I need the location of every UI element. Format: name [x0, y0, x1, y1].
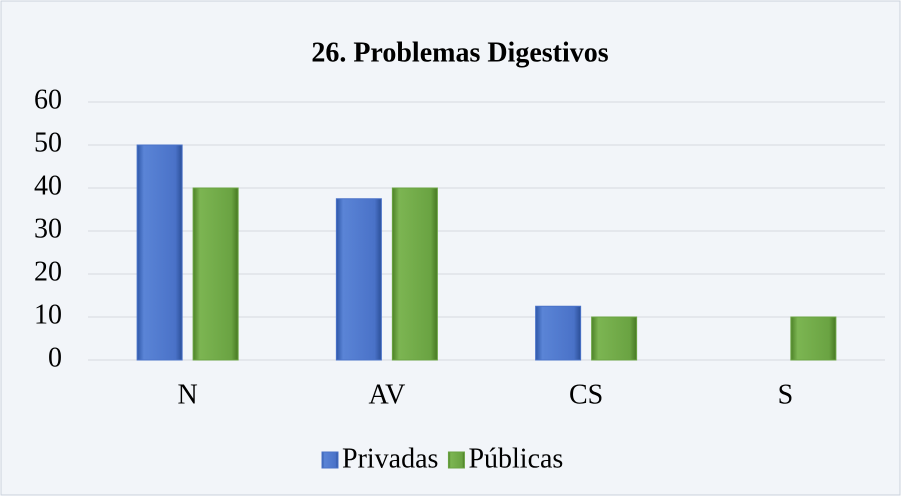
bar: [136, 144, 183, 361]
bar: [591, 316, 638, 361]
y-tick-label: 0: [48, 342, 62, 373]
y-tick-label: 50: [34, 127, 62, 158]
bar: [391, 187, 438, 361]
x-tick-label: CS: [569, 379, 603, 410]
bar: [790, 316, 837, 361]
x-tick-label: AV: [368, 379, 405, 410]
legend-label: Privadas: [342, 443, 438, 474]
y-tick-label: 60: [34, 84, 62, 115]
bar: [335, 198, 382, 361]
y-tick-label: 10: [34, 299, 62, 330]
y-tick-label: 20: [34, 256, 62, 287]
chart-title: 26. Problemas Digestivos: [311, 37, 608, 68]
legend-label: Públicas: [468, 443, 563, 474]
legend-swatch: [447, 451, 465, 469]
y-tick-label: 30: [34, 213, 62, 244]
bar: [535, 305, 582, 361]
y-tick-label: 40: [34, 170, 62, 201]
bar: [192, 187, 239, 361]
legend-swatch: [321, 451, 339, 469]
x-tick-label: S: [778, 379, 794, 410]
x-tick-label: N: [178, 379, 198, 410]
